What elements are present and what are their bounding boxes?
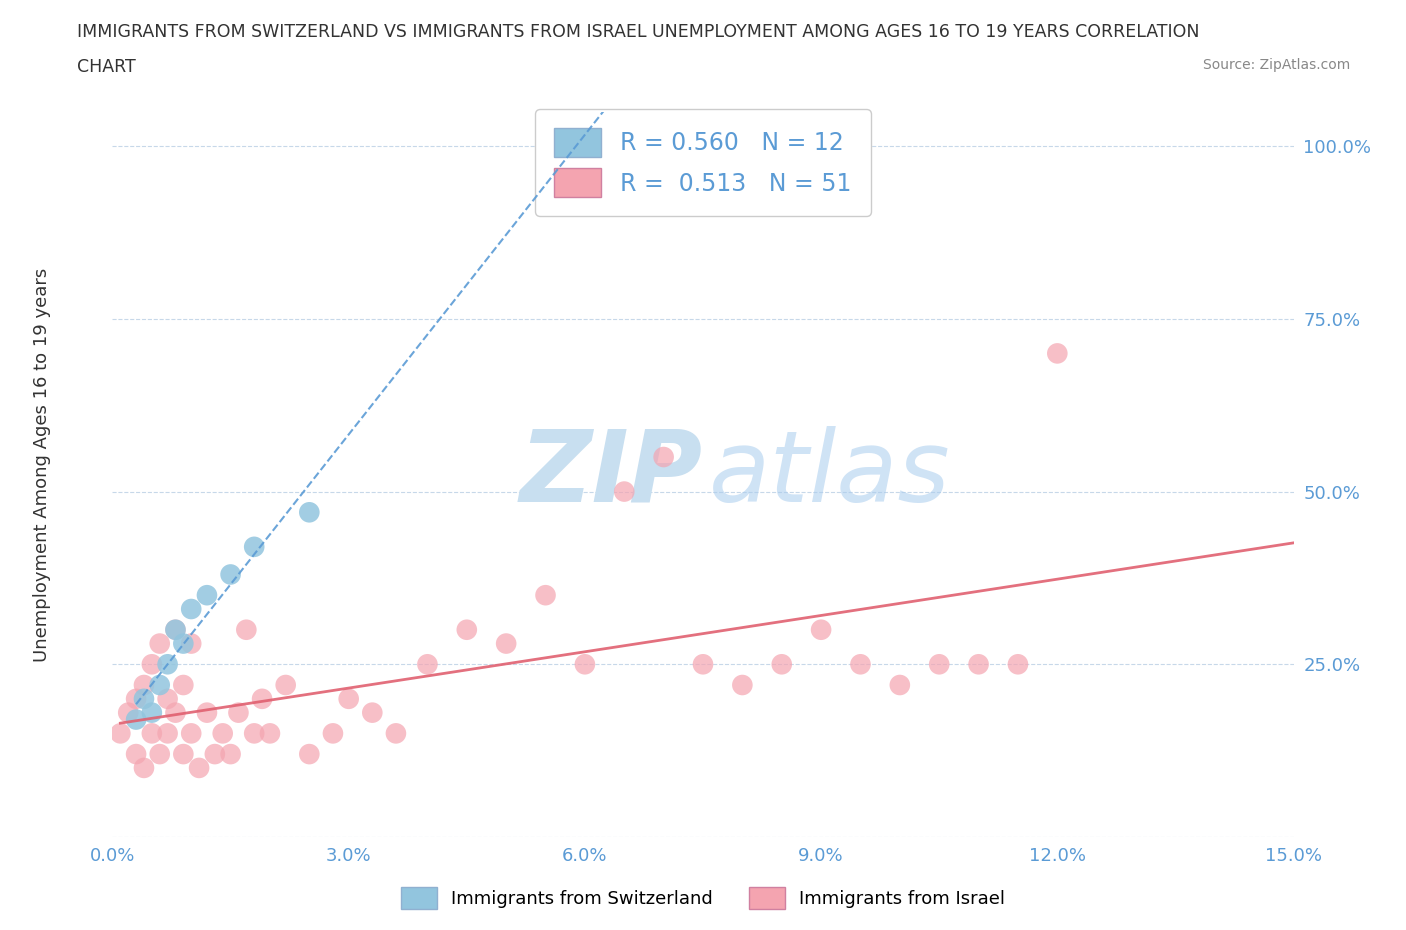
Point: [132, 761, 155, 776]
Point: [770, 657, 793, 671]
Point: [810, 622, 832, 637]
Point: [188, 761, 211, 776]
Point: [298, 505, 321, 520]
Point: [125, 747, 148, 762]
Point: [692, 657, 714, 671]
Point: [172, 747, 194, 762]
Point: [132, 678, 155, 693]
Point: [574, 657, 596, 671]
Point: [117, 705, 139, 720]
Point: [180, 636, 202, 651]
Point: [156, 691, 179, 706]
Text: Source: ZipAtlas.com: Source: ZipAtlas.com: [1202, 58, 1350, 72]
Point: [204, 747, 226, 762]
Point: [322, 726, 344, 741]
Point: [613, 485, 636, 499]
Point: [180, 602, 202, 617]
Point: [211, 726, 233, 741]
Point: [180, 726, 202, 741]
Text: Unemployment Among Ages 16 to 19 years: Unemployment Among Ages 16 to 19 years: [34, 268, 51, 662]
Point: [259, 726, 281, 741]
Point: [274, 678, 297, 693]
Point: [534, 588, 557, 603]
Legend: R = 0.560   N = 12, R =  0.513   N = 51: R = 0.560 N = 12, R = 0.513 N = 51: [536, 109, 870, 216]
Point: [172, 678, 194, 693]
Point: [125, 712, 148, 727]
Point: [416, 657, 439, 671]
Text: IMMIGRANTS FROM SWITZERLAND VS IMMIGRANTS FROM ISRAEL UNEMPLOYMENT AMONG AGES 16: IMMIGRANTS FROM SWITZERLAND VS IMMIGRANT…: [77, 23, 1199, 41]
Point: [165, 622, 187, 637]
Point: [652, 449, 675, 464]
Legend: Immigrants from Switzerland, Immigrants from Israel: Immigrants from Switzerland, Immigrants …: [394, 880, 1012, 916]
Point: [243, 726, 266, 741]
Point: [243, 539, 266, 554]
Point: [298, 747, 321, 762]
Point: [495, 636, 517, 651]
Point: [250, 691, 273, 706]
Point: [156, 657, 179, 671]
Point: [849, 657, 872, 671]
Point: [195, 705, 218, 720]
Point: [928, 657, 950, 671]
Point: [195, 588, 218, 603]
Point: [228, 705, 250, 720]
Text: ZIP: ZIP: [520, 426, 703, 523]
Point: [219, 747, 242, 762]
Point: [456, 622, 478, 637]
Point: [385, 726, 408, 741]
Point: [149, 747, 172, 762]
Text: CHART: CHART: [77, 58, 136, 75]
Point: [141, 657, 163, 671]
Text: atlas: atlas: [709, 426, 950, 523]
Point: [149, 678, 172, 693]
Point: [165, 705, 187, 720]
Point: [1046, 346, 1069, 361]
Point: [125, 691, 148, 706]
Point: [337, 691, 360, 706]
Point: [731, 678, 754, 693]
Point: [219, 567, 242, 582]
Point: [149, 636, 172, 651]
Point: [889, 678, 911, 693]
Point: [156, 726, 179, 741]
Point: [967, 657, 990, 671]
Point: [235, 622, 257, 637]
Point: [165, 622, 187, 637]
Point: [141, 726, 163, 741]
Point: [132, 691, 155, 706]
Point: [361, 705, 384, 720]
Point: [110, 726, 132, 741]
Point: [141, 705, 163, 720]
Point: [1007, 657, 1029, 671]
Point: [172, 636, 194, 651]
